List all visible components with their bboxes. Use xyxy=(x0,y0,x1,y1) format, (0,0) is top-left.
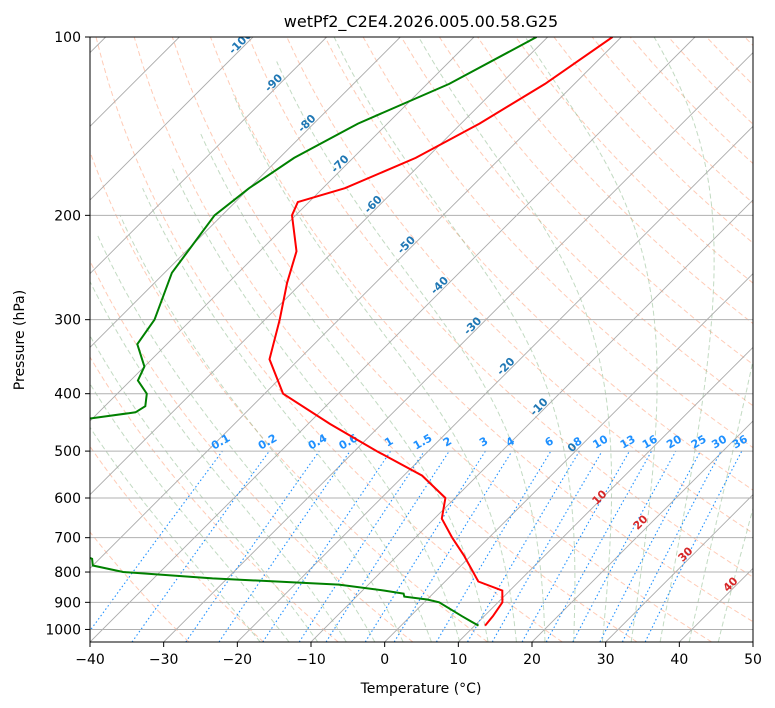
x-tick-label: 30 xyxy=(597,652,615,668)
moist-adiabat xyxy=(142,187,432,642)
dry-adiabat xyxy=(438,37,753,366)
isotherm xyxy=(237,125,753,642)
x-tick-label: −30 xyxy=(149,652,179,668)
y-tick-label: 600 xyxy=(54,491,81,507)
dry-adiabat xyxy=(248,37,753,578)
isotherm xyxy=(384,273,753,642)
moist-adiabat xyxy=(90,382,290,642)
isotherm xyxy=(605,494,753,642)
dry-adiabat xyxy=(90,356,339,642)
y-axis-title: Pressure (hPa) xyxy=(12,290,28,390)
y-tick-label: 300 xyxy=(54,313,81,329)
x-axis: −40 −30 −20 −10 0 10 20 30 40 50 xyxy=(75,642,762,668)
moist-adiabat xyxy=(653,37,715,642)
dewpoint-line xyxy=(90,37,538,627)
mixing-ratio-line xyxy=(298,450,425,642)
isotherm xyxy=(90,37,401,348)
background-lines xyxy=(90,37,753,642)
isotherm xyxy=(90,37,696,642)
y-tick-label: 200 xyxy=(54,208,81,224)
moist-adiabat xyxy=(119,215,404,642)
chart-title: wetPf2_C2E4.2026.005.00.58.G25 xyxy=(284,12,558,32)
moist-adiabat xyxy=(333,37,576,642)
isotherm xyxy=(90,37,327,275)
dry-adiabat xyxy=(210,37,753,623)
mixing-ratio-line xyxy=(185,450,320,642)
moist-adiabat xyxy=(90,426,261,642)
isotherm xyxy=(458,346,753,642)
dry-adiabat xyxy=(133,37,638,642)
mixing-ratio-line xyxy=(572,450,677,642)
moist-adiabat xyxy=(232,94,517,642)
isotherm xyxy=(310,199,753,642)
y-tick-label: 500 xyxy=(54,444,81,460)
isotherm xyxy=(531,420,753,642)
profile-lines xyxy=(90,37,614,627)
mixing-ratio-line xyxy=(262,450,392,642)
moist-adiabat xyxy=(717,506,753,642)
dry-adiabat xyxy=(400,37,753,407)
x-tick-label: 40 xyxy=(670,652,688,668)
moist-adiabat xyxy=(524,37,658,642)
y-tick-label: 1000 xyxy=(45,622,81,638)
moist-adiabat xyxy=(170,165,461,642)
isotherm xyxy=(163,52,753,642)
mixing-ratio-line xyxy=(325,450,450,642)
y-axis: 100 200 300 400 500 600 700 800 900 1000 xyxy=(45,30,90,638)
x-tick-label: −10 xyxy=(296,652,326,668)
temperature-line xyxy=(268,37,614,627)
dry-adiabat xyxy=(90,445,264,642)
y-tick-label: 900 xyxy=(54,595,81,611)
dry-adiabat xyxy=(171,37,712,642)
mixing-ratio-line xyxy=(521,450,630,642)
moist-adiabat xyxy=(96,233,376,642)
x-tick-label: 10 xyxy=(449,652,467,668)
dry-adiabat xyxy=(95,37,563,642)
mixing-ratio-line xyxy=(644,450,743,642)
mixing-ratio-line xyxy=(545,450,653,642)
moist-adiabat xyxy=(276,61,546,642)
moist-adiabat xyxy=(90,334,319,642)
isotherm xyxy=(90,37,622,569)
moist-adiabat xyxy=(688,358,753,642)
dry-adiabat xyxy=(324,37,753,491)
x-tick-label: 50 xyxy=(744,652,762,668)
x-tick-label: 0 xyxy=(380,652,389,668)
y-tick-label: 400 xyxy=(54,387,81,403)
mixing-ratio-line xyxy=(218,450,351,642)
isotherm xyxy=(90,37,254,201)
mixing-ratio-line xyxy=(393,450,513,642)
y-tick-label: 100 xyxy=(54,30,81,46)
x-tick-label: 20 xyxy=(523,652,541,668)
mixing-ratio-line xyxy=(131,450,270,642)
moist-adiabat xyxy=(418,37,613,642)
x-axis-title: Temperature (°C) xyxy=(360,681,482,697)
plot-frame xyxy=(89,36,754,643)
mixing-ratio-line xyxy=(90,450,223,632)
isotherm xyxy=(90,37,548,496)
dry-adiabat xyxy=(90,531,190,642)
y-tick-label: 800 xyxy=(54,565,81,581)
isotherm xyxy=(90,37,475,422)
x-tick-label: −40 xyxy=(75,652,105,668)
dry-adiabat xyxy=(515,37,753,284)
x-tick-label: −20 xyxy=(223,652,253,668)
y-tick-label: 700 xyxy=(54,531,81,547)
